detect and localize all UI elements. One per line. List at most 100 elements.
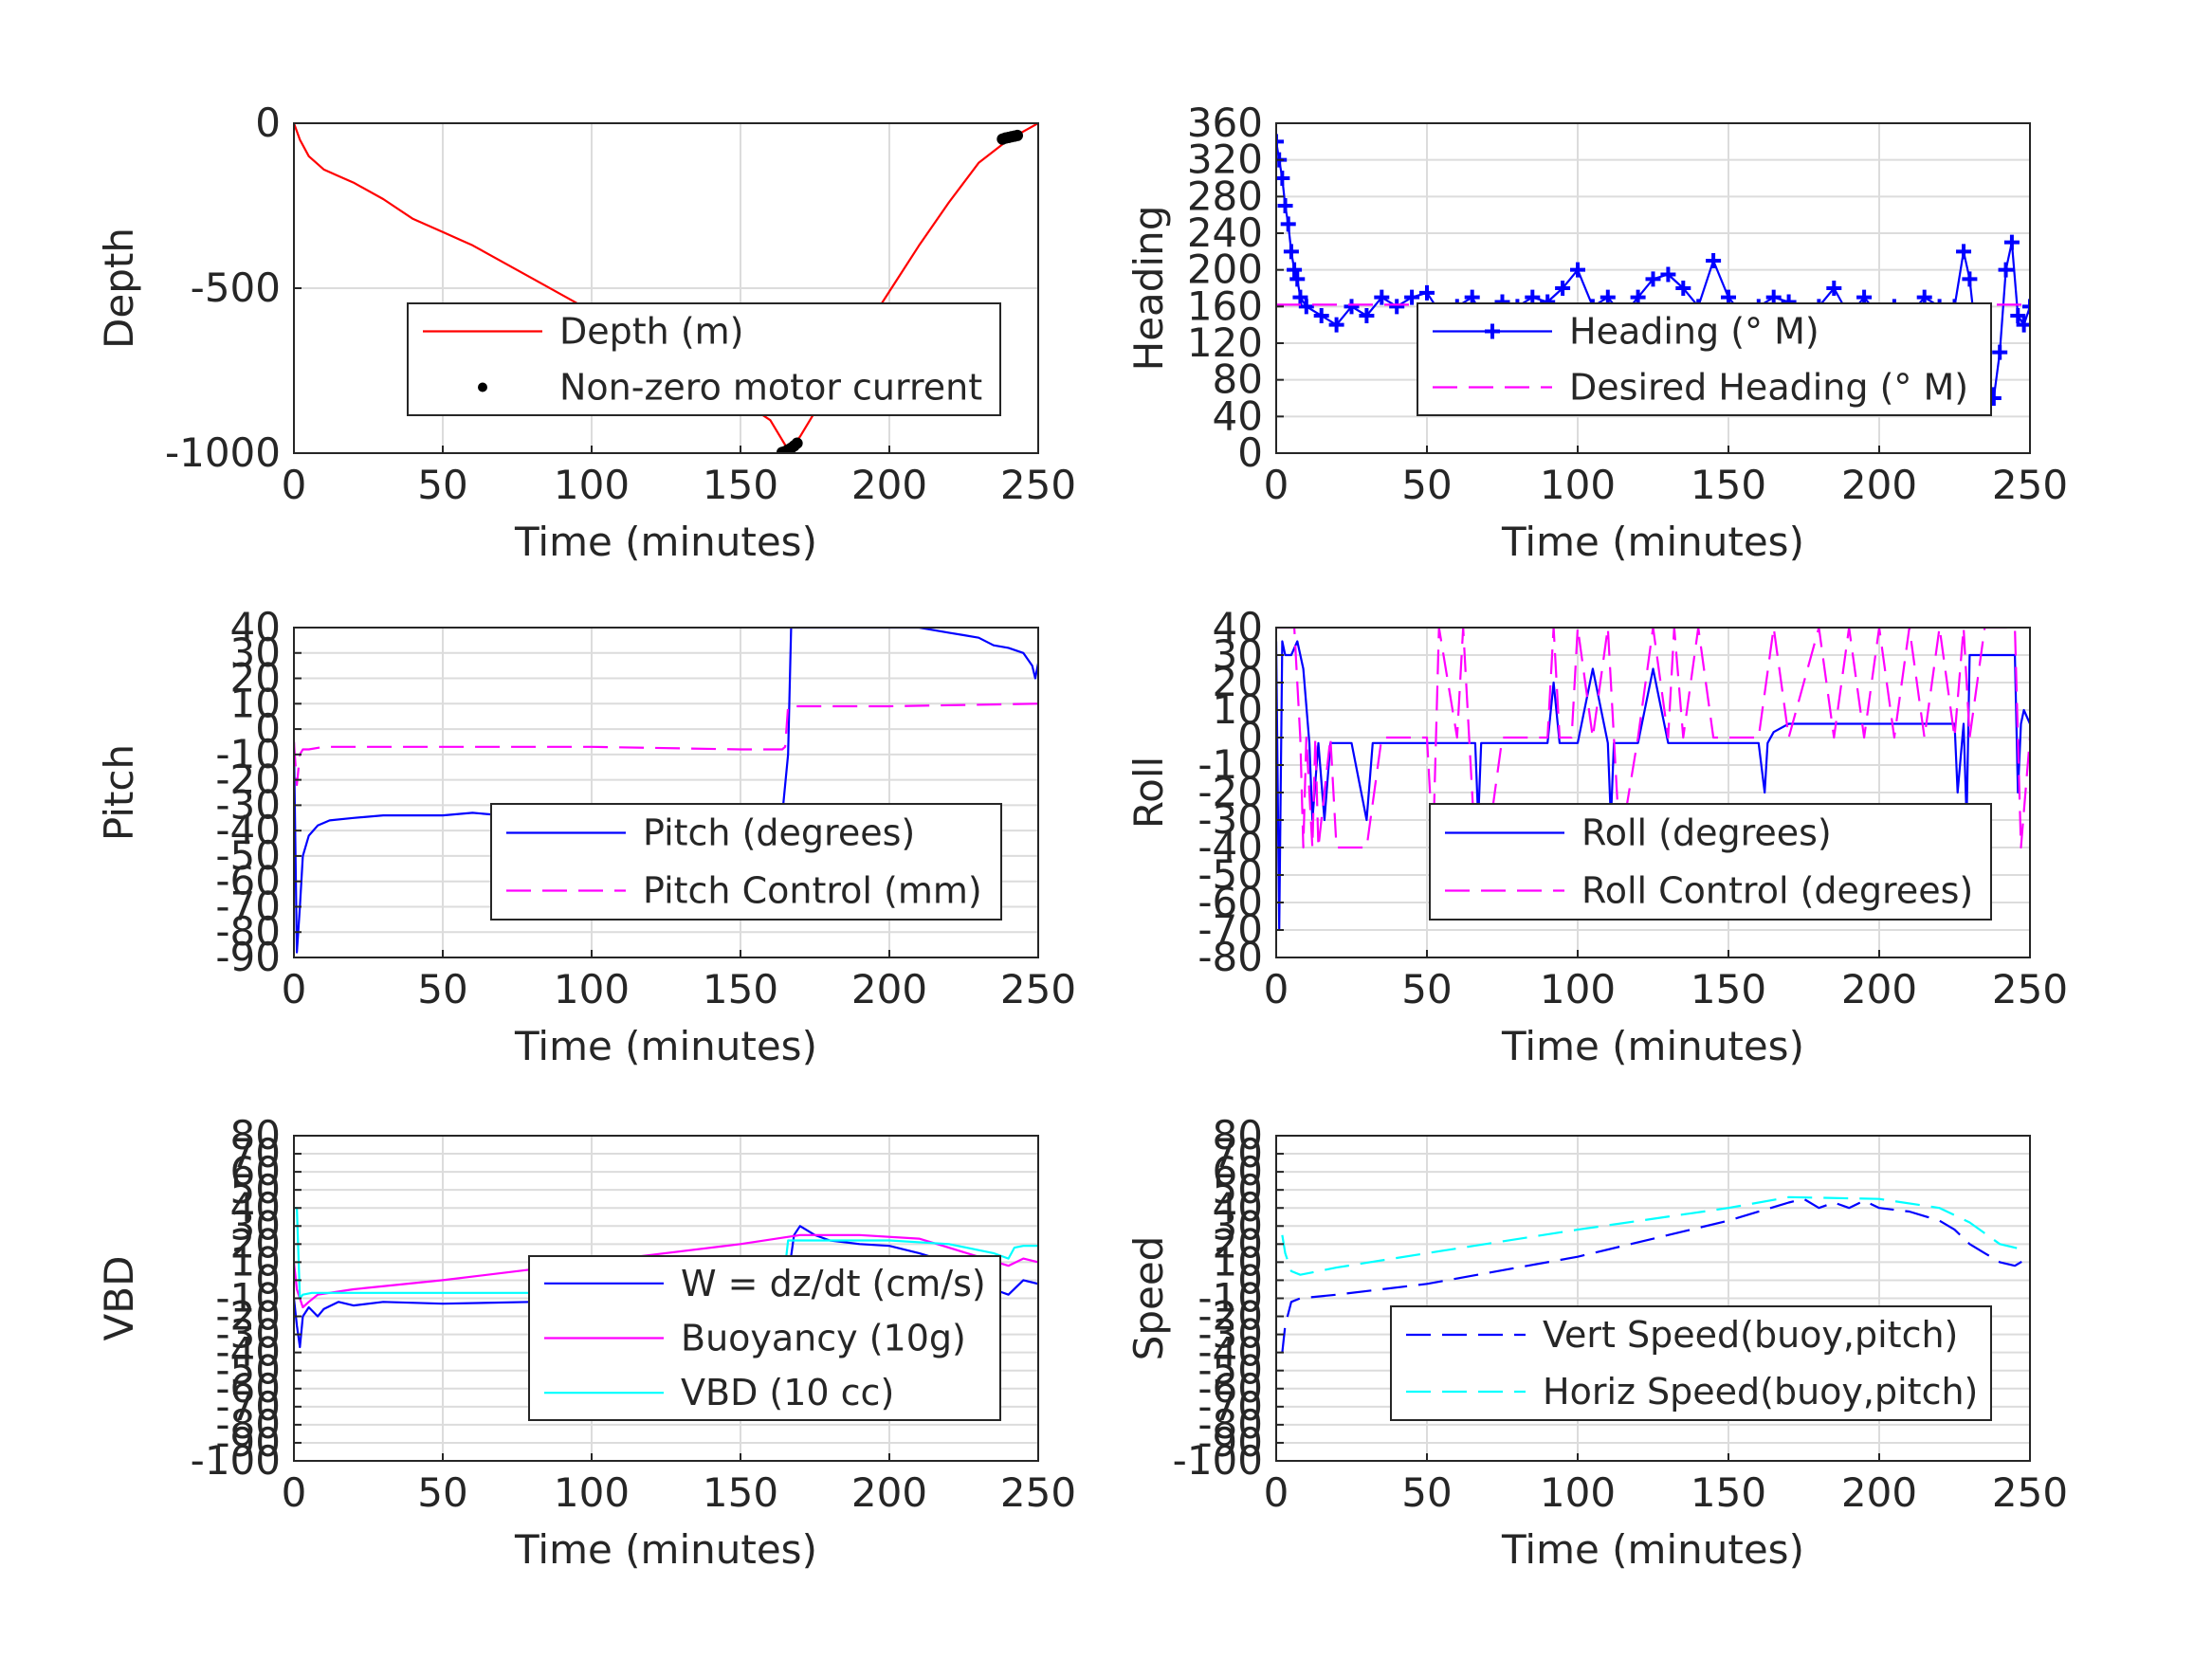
- depth-y-tick-label: 0: [255, 100, 281, 146]
- speed-y-axis-label: Speed: [1125, 1236, 1172, 1361]
- pitch-legend-label: Pitch Control (mm): [643, 870, 982, 912]
- vbd-x-tick-label: 150: [703, 1469, 778, 1516]
- heading-legend-box: [1417, 302, 1992, 416]
- panel-roll: 0 50 100 150 200 250-80-70-60-50-40-30-20-100…: [1125, 604, 2068, 1069]
- speed-y-tick-label: -40: [1197, 1329, 1263, 1376]
- depth-x-tick-label: 50: [417, 462, 467, 508]
- panel-vbd: 0 50 100 150 200 250-100-90-80-70-60-50-40-30…: [96, 1112, 1076, 1573]
- vbd-x-tick-label: 200: [851, 1469, 927, 1516]
- roll-y-tick-label: 10: [1213, 686, 1263, 733]
- heading-series-heading-m-marker: [2010, 308, 2026, 323]
- vbd-x-axis-label: Time (minutes): [514, 1526, 817, 1573]
- vbd-y-tick-label: 10: [230, 1238, 281, 1285]
- pitch-axes-frame: [293, 627, 1039, 958]
- heading-x-tick-label: 200: [1841, 462, 1917, 508]
- pitch-y-tick-label: 40: [230, 604, 281, 650]
- speed-series-horiz-speed-buoy-pitch-line: [1281, 1195, 2024, 1276]
- roll-y-tick-label: 30: [1213, 631, 1263, 678]
- heading-series-heading-m-marker: [1675, 281, 1691, 296]
- heading-series-heading-m-marker: [1404, 289, 1420, 305]
- heading-y-axis-label: Heading: [1125, 206, 1172, 372]
- speed-x-axis-label: Time (minutes): [1501, 1526, 1804, 1573]
- heading-series-heading-m-marker: [1276, 171, 1290, 186]
- roll-y-tick-label: -20: [1197, 769, 1263, 815]
- heading-y-tick-label: 200: [1187, 246, 1263, 293]
- speed-y-tick-label: 50: [1213, 1166, 1263, 1212]
- vbd-y-tick-label: -30: [215, 1311, 281, 1358]
- roll-y-tick-label: -10: [1197, 741, 1263, 788]
- heading-series-heading-m-marker: [1283, 244, 1299, 260]
- pitch-legend-label: Pitch (degrees): [643, 812, 915, 854]
- depth-series-non-zero-motor-current-point: [1012, 129, 1024, 141]
- vbd-y-tick-label: -90: [215, 1419, 281, 1466]
- heading-series-heading-m-marker: [1280, 216, 1296, 232]
- pitch-legend-box: [490, 803, 1002, 921]
- roll-x-tick-label: 250: [1992, 966, 2068, 1012]
- depth-y-tick-label: -500: [191, 264, 281, 311]
- heading-series-heading-m-marker: [2016, 317, 2030, 333]
- roll-y-tick-label: -50: [1197, 851, 1263, 898]
- depth-x-tick-label: 0: [282, 462, 307, 508]
- heading-series-heading-m-marker: [1277, 198, 1293, 213]
- panel-pitch: 0 50 100 150 200 250-90-80-70-60-50-40-30-20-…: [96, 604, 1076, 1069]
- heading-series-heading-m-marker: [1992, 344, 2008, 360]
- pitch-y-tick-label: -90: [215, 934, 281, 980]
- speed-legend-label: Vert Speed(buoy,pitch): [1543, 1314, 1958, 1356]
- roll-y-tick-label: 40: [1213, 604, 1263, 650]
- vbd-legend-label: Buoyancy (10g): [681, 1318, 966, 1359]
- pitch-y-tick-label: 0: [255, 705, 281, 752]
- heading-series-heading-m-marker: [1276, 134, 1284, 150]
- roll-legend-box: [1429, 803, 1992, 921]
- vbd-x-tick-label: 100: [554, 1469, 630, 1516]
- pitch-x-tick-label: 100: [554, 966, 630, 1012]
- pitch-y-tick-label: -20: [215, 757, 281, 803]
- pitch-legend: Pitch (degrees) Pitch Control (mm): [490, 803, 1002, 921]
- speed-x-tick-label: 200: [1841, 1469, 1917, 1516]
- vbd-legend-label: VBD (10 cc): [681, 1372, 894, 1413]
- pitch-y-tick-label: -30: [215, 781, 281, 828]
- vbd-y-axis-label: VBD: [96, 1256, 142, 1341]
- pitch-y-axis-label: Pitch: [96, 744, 142, 841]
- speed-y-tick-label: -90: [1197, 1419, 1263, 1466]
- heading-series-heading-m-marker: [2003, 234, 2020, 250]
- depth-legend-box: [407, 302, 1001, 416]
- depth-x-tick-label: 200: [851, 462, 927, 508]
- depth-x-axis-label: Time (minutes): [514, 519, 817, 565]
- vbd-y-tick-label: 70: [230, 1130, 281, 1176]
- vbd-y-tick-label: -20: [215, 1293, 281, 1340]
- speed-y-tick-label: 60: [1213, 1148, 1263, 1194]
- pitch-x-tick-label: 50: [417, 966, 467, 1012]
- depth-y-tick-label: -1000: [165, 429, 281, 476]
- roll-legend-label: Roll Control (degrees): [1581, 870, 1973, 912]
- vbd-y-tick-label: 60: [230, 1148, 281, 1194]
- speed-y-tick-label: -50: [1197, 1347, 1263, 1394]
- heading-y-tick-label: 120: [1187, 319, 1263, 366]
- pitch-y-tick-label: -50: [215, 832, 281, 879]
- vbd-y-tick-label: 30: [230, 1202, 281, 1249]
- heading-x-axis-label: Time (minutes): [1501, 519, 1804, 565]
- vbd-x-tick-label: 50: [417, 1469, 467, 1516]
- roll-y-tick-label: -30: [1197, 796, 1263, 843]
- speed-y-tick-label: -70: [1197, 1383, 1263, 1430]
- speed-x-tick-label: 50: [1401, 1469, 1452, 1516]
- heading-series-heading-m-marker: [1328, 317, 1344, 333]
- heading-y-tick-label: 360: [1187, 100, 1263, 146]
- roll-x-tick-label: 0: [1264, 966, 1289, 1012]
- heading-y-tick-label: 80: [1213, 356, 1263, 403]
- speed-legend: Vert Speed(buoy,pitch) Horiz Speed(buoy,p…: [1390, 1305, 1992, 1421]
- vbd-y-tick-label: 80: [230, 1112, 281, 1158]
- speed-y-tick-label: 0: [1237, 1256, 1263, 1303]
- heading-series-heading-m-marker: [1998, 262, 2014, 278]
- pitch-y-tick-label: 20: [230, 655, 281, 702]
- speed-legend-box: [1390, 1305, 1992, 1421]
- speed-y-tick-label: -100: [1173, 1437, 1263, 1484]
- speed-y-tick-label: 70: [1213, 1130, 1263, 1176]
- roll-series-roll-control-degrees-line: [1276, 628, 2030, 849]
- heading-series-heading-m-marker: [1359, 308, 1375, 323]
- pitch-y-tick-label: 10: [230, 680, 281, 726]
- speed-series-vert-speed-buoy-pitch-line: [1281, 1197, 2025, 1353]
- roll-x-axis-label: Time (minutes): [1501, 1023, 1804, 1069]
- panel-depth: 0 50 100 150 200 250 -1000 -500 0 Time (minutes) D…: [96, 100, 1076, 565]
- speed-y-tick-label: -80: [1197, 1401, 1263, 1448]
- vbd-x-tick-label: 0: [282, 1469, 307, 1516]
